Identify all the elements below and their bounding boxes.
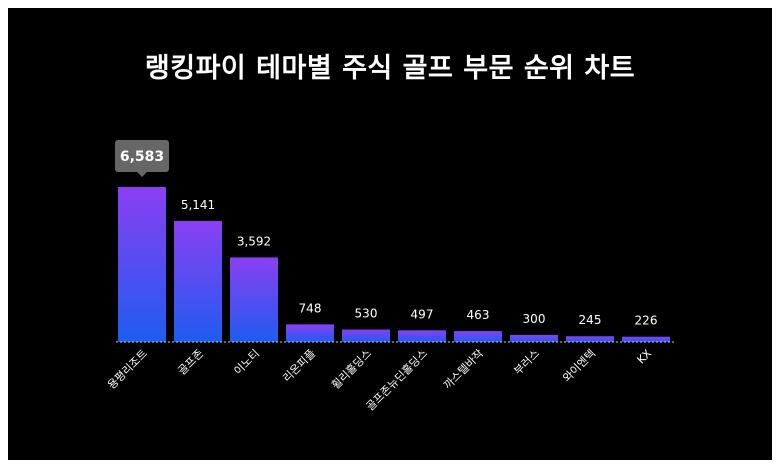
category-label-5: 휠리홀딩스 [329,347,374,392]
category-label-6: 골프존뉴딘홀딩스 [364,347,430,413]
value-label-5: 530 [355,307,378,321]
bar-1 [118,187,166,342]
bar-2 [174,220,222,342]
bar-8 [510,334,558,342]
value-label-6: 497 [411,307,434,321]
callout-box [115,140,169,172]
bar-10 [622,336,670,342]
category-label-9: 와이엔텍 [560,347,598,385]
category-label-4: 리온피플 [280,347,318,385]
value-label-3: 3,592 [237,234,271,248]
value-label-4: 748 [299,301,322,315]
callout-pointer [137,172,147,177]
value-label-10: 226 [635,314,658,328]
bar-3 [230,257,278,342]
category-label-7: 까스텔바작 [441,347,486,392]
category-label-2: 골프존 [175,347,206,378]
bar-5 [342,329,390,342]
value-label-2: 5,141 [181,198,215,212]
category-label-3: 이노티 [231,347,262,378]
bars-group [118,187,670,342]
bar-6 [398,330,446,342]
category-label-1: 용평리조트 [105,347,150,392]
value-label-8: 300 [523,312,546,326]
chart-title: 랭킹파이 테마별 주식 골프 부문 순위 차트 [144,53,636,84]
bar-7 [454,331,502,342]
category-label-8: 부러스 [511,347,542,378]
value-labels-group: 5,141 3,592 748 530 497 463 300 245 226 [181,198,658,328]
highlight-callout: 6,583 [115,140,169,177]
bar-4 [286,324,334,342]
value-label-9: 245 [579,313,602,327]
value-label-7: 463 [467,308,490,322]
category-label-10: KX [634,347,654,367]
bar-9 [566,336,614,342]
value-label-1: 6,583 [120,149,164,165]
